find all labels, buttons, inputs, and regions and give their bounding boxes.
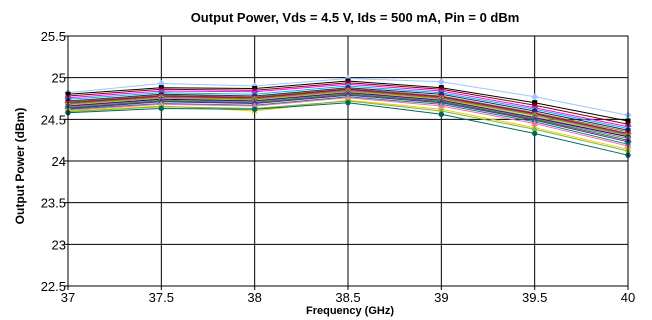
y-tick-label: 23 — [52, 237, 66, 252]
x-tick-label: 37 — [61, 290, 75, 305]
x-tick-label: 37.5 — [149, 290, 174, 305]
data-point — [531, 119, 539, 126]
data-point — [158, 105, 165, 112]
data-point — [251, 106, 258, 113]
y-tick-label: 25.5 — [41, 29, 66, 44]
data-point — [438, 111, 445, 118]
data-point — [531, 126, 538, 133]
y-tick-label: 23.5 — [41, 196, 66, 211]
data-point — [531, 130, 538, 137]
chart-title: Output Power, Vds = 4.5 V, Ids = 500 mA,… — [191, 10, 520, 25]
tick-labels: 37 37.5 38 38.5 39 39.5 40 22.5 23 23.5 24 24.5 25 25… — [41, 29, 636, 305]
y-tick-label: 25 — [52, 71, 66, 86]
grid-lines — [67, 35, 629, 287]
x-tick-label: 38 — [247, 290, 261, 305]
data-point — [531, 93, 539, 101]
x-tick-label: 40 — [621, 290, 635, 305]
x-axis-label: Frequency (GHz) — [306, 305, 394, 317]
x-tick-label: 39 — [434, 290, 448, 305]
data-point — [438, 108, 445, 114]
x-tick-label: 38.5 — [335, 290, 360, 305]
y-tick-label: 24 — [52, 154, 66, 169]
data-point — [345, 99, 351, 106]
x-tick-label: 39.5 — [522, 290, 547, 305]
y-tick-label: 22.5 — [41, 279, 66, 294]
y-tick-label: 24.5 — [41, 112, 66, 127]
y-axis-label: Output Power (dBm) — [13, 108, 27, 225]
data-point — [437, 78, 445, 86]
data-point — [437, 102, 445, 109]
